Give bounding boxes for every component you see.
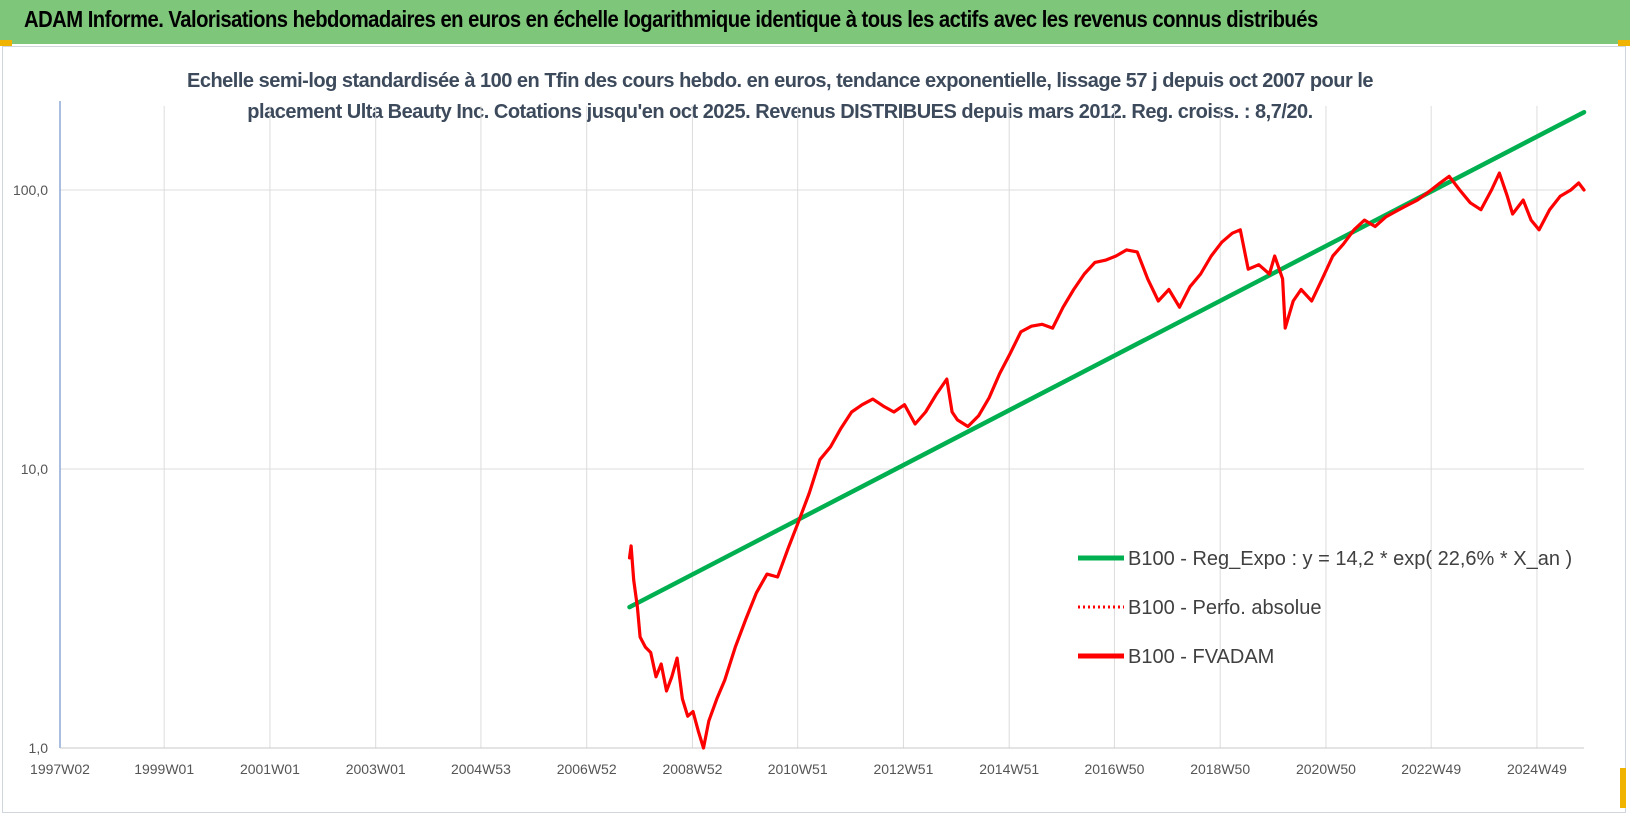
series-line-1 xyxy=(627,109,1587,610)
x-tick-label: 2020W50 xyxy=(1296,761,1356,777)
corner-mark-left xyxy=(0,40,12,46)
y-tick-label: 1,0 xyxy=(29,740,49,756)
report-title: ADAM Informe. Valorisations hebdomadaire… xyxy=(24,6,1318,32)
series-line-3 xyxy=(627,171,1586,750)
report-banner: ADAM Informe. Valorisations hebdomadaire… xyxy=(0,0,1630,44)
y-tick-label: 100,0 xyxy=(13,182,48,198)
legend-label: B100 - Perfo. absolue xyxy=(1128,597,1321,619)
x-tick-label: 2008W52 xyxy=(662,761,722,777)
x-tick-label: 2012W51 xyxy=(873,761,933,777)
chart-subtitle-line-1: Echelle semi-log standardisée à 100 en T… xyxy=(186,70,1374,92)
x-tick-label: 2014W51 xyxy=(979,761,1039,777)
edge-mark-right xyxy=(1620,768,1626,808)
x-tick-label: 2016W50 xyxy=(1084,761,1144,777)
x-tick-label: 2010W51 xyxy=(768,761,828,777)
y-tick-label: 10,0 xyxy=(21,461,48,477)
x-tick-label: 1997W02 xyxy=(30,761,90,777)
x-tick-label: 2018W50 xyxy=(1190,761,1250,777)
x-tick-label: 2004W53 xyxy=(451,761,511,777)
chart-subtitle-line-2: placement Ulta Beauty Inc. Cotations jus… xyxy=(247,101,1313,123)
x-tick-label: 2001W01 xyxy=(240,761,300,777)
x-tick-label: 2024W49 xyxy=(1507,761,1567,777)
x-tick-label: 2006W52 xyxy=(557,761,617,777)
legend-label: B100 - Reg_Expo : y = 14,2 * exp( 22,6% … xyxy=(1128,548,1572,570)
x-tick-label: 2003W01 xyxy=(346,761,406,777)
corner-mark-right xyxy=(1618,40,1630,46)
x-tick-label: 1999W01 xyxy=(134,761,194,777)
x-tick-label: 2022W49 xyxy=(1401,761,1461,777)
legend-label: B100 - FVADAM xyxy=(1128,646,1274,668)
chart-frame xyxy=(2,46,1626,813)
